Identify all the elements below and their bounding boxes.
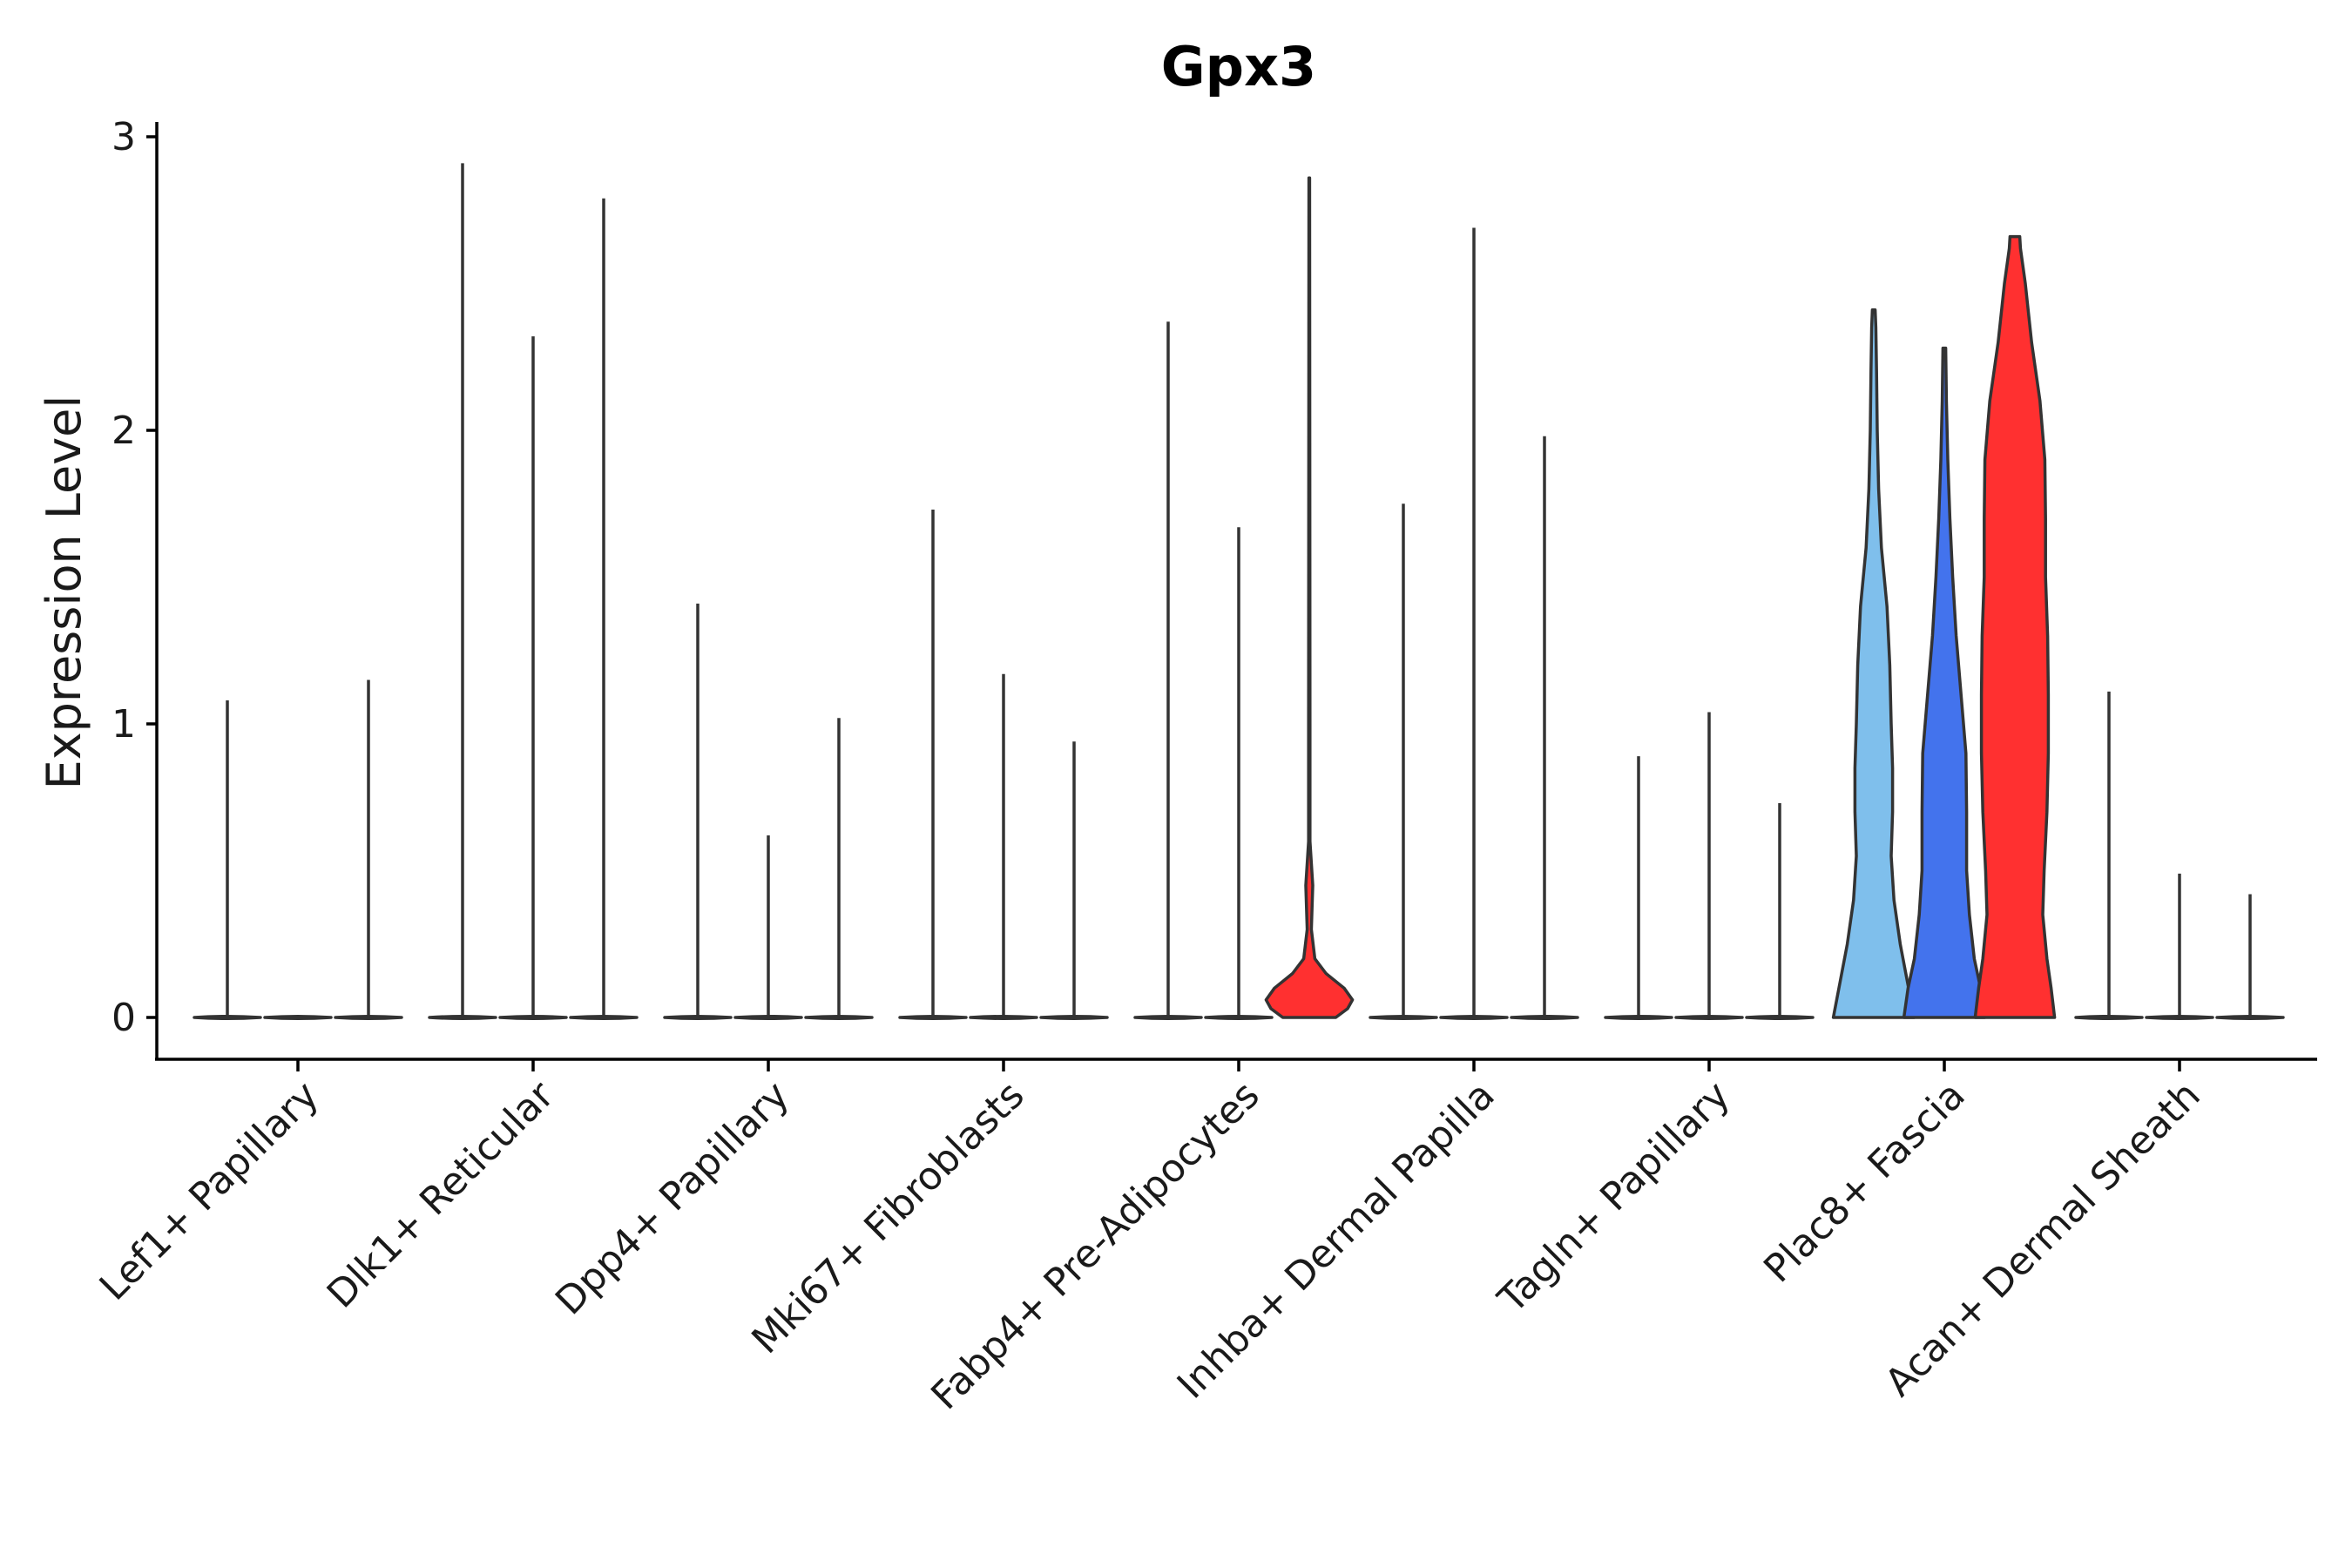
y-tick-label: 0 bbox=[112, 996, 136, 1040]
violin-8-group-1 bbox=[1831, 308, 1916, 1019]
x-tick-label: Plac8+ Fascia bbox=[1755, 1073, 1974, 1292]
plot-area bbox=[193, 163, 2285, 1020]
chart-title: Gpx3 bbox=[1161, 35, 1316, 98]
violin-5-group-3 bbox=[1264, 176, 1355, 1019]
y-tick-label: 3 bbox=[112, 115, 136, 159]
violin-8-group-2 bbox=[1902, 346, 1987, 1019]
y-axis-label: Expression Level bbox=[37, 395, 91, 790]
y-tick-label: 1 bbox=[112, 702, 136, 747]
y-tick-label: 2 bbox=[112, 409, 136, 453]
violin-1-group-2 bbox=[263, 1015, 333, 1020]
x-tick-label: Tagln+ Papillary bbox=[1490, 1073, 1739, 1322]
x-tick-label: Dlk1+ Reticular bbox=[319, 1072, 564, 1317]
violin-8-group-3 bbox=[1973, 234, 2057, 1019]
x-tick-label: Lef1+ Papillary bbox=[91, 1073, 328, 1309]
x-tick-label: Dpp4+ Papillary bbox=[547, 1073, 798, 1324]
